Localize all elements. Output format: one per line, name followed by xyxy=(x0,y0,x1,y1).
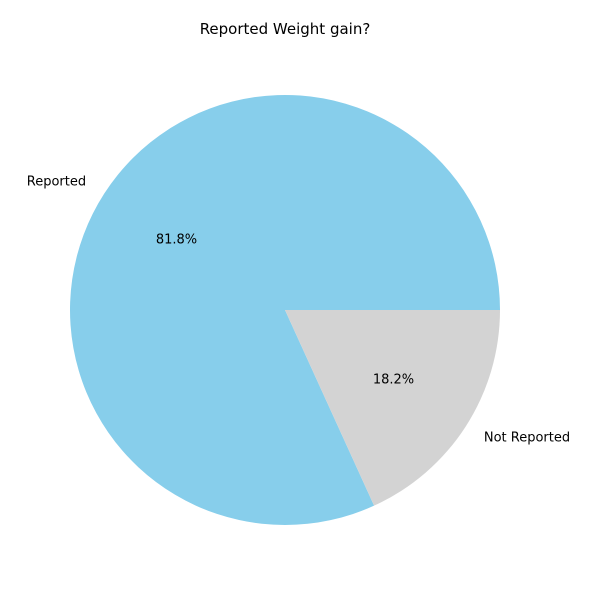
pie-labels: Reported 81.8% Not Reported 18.2% xyxy=(27,175,570,446)
pie-slice-not-reported xyxy=(285,310,500,506)
pie-slices xyxy=(70,95,500,526)
slice-label: Reported xyxy=(27,175,86,190)
slice-percent-label: 81.8% xyxy=(156,233,197,248)
slice-label: Not Reported xyxy=(484,430,570,445)
chart-title: Reported Weight gain? xyxy=(200,20,371,38)
slice-percent-label: 18.2% xyxy=(373,372,414,387)
